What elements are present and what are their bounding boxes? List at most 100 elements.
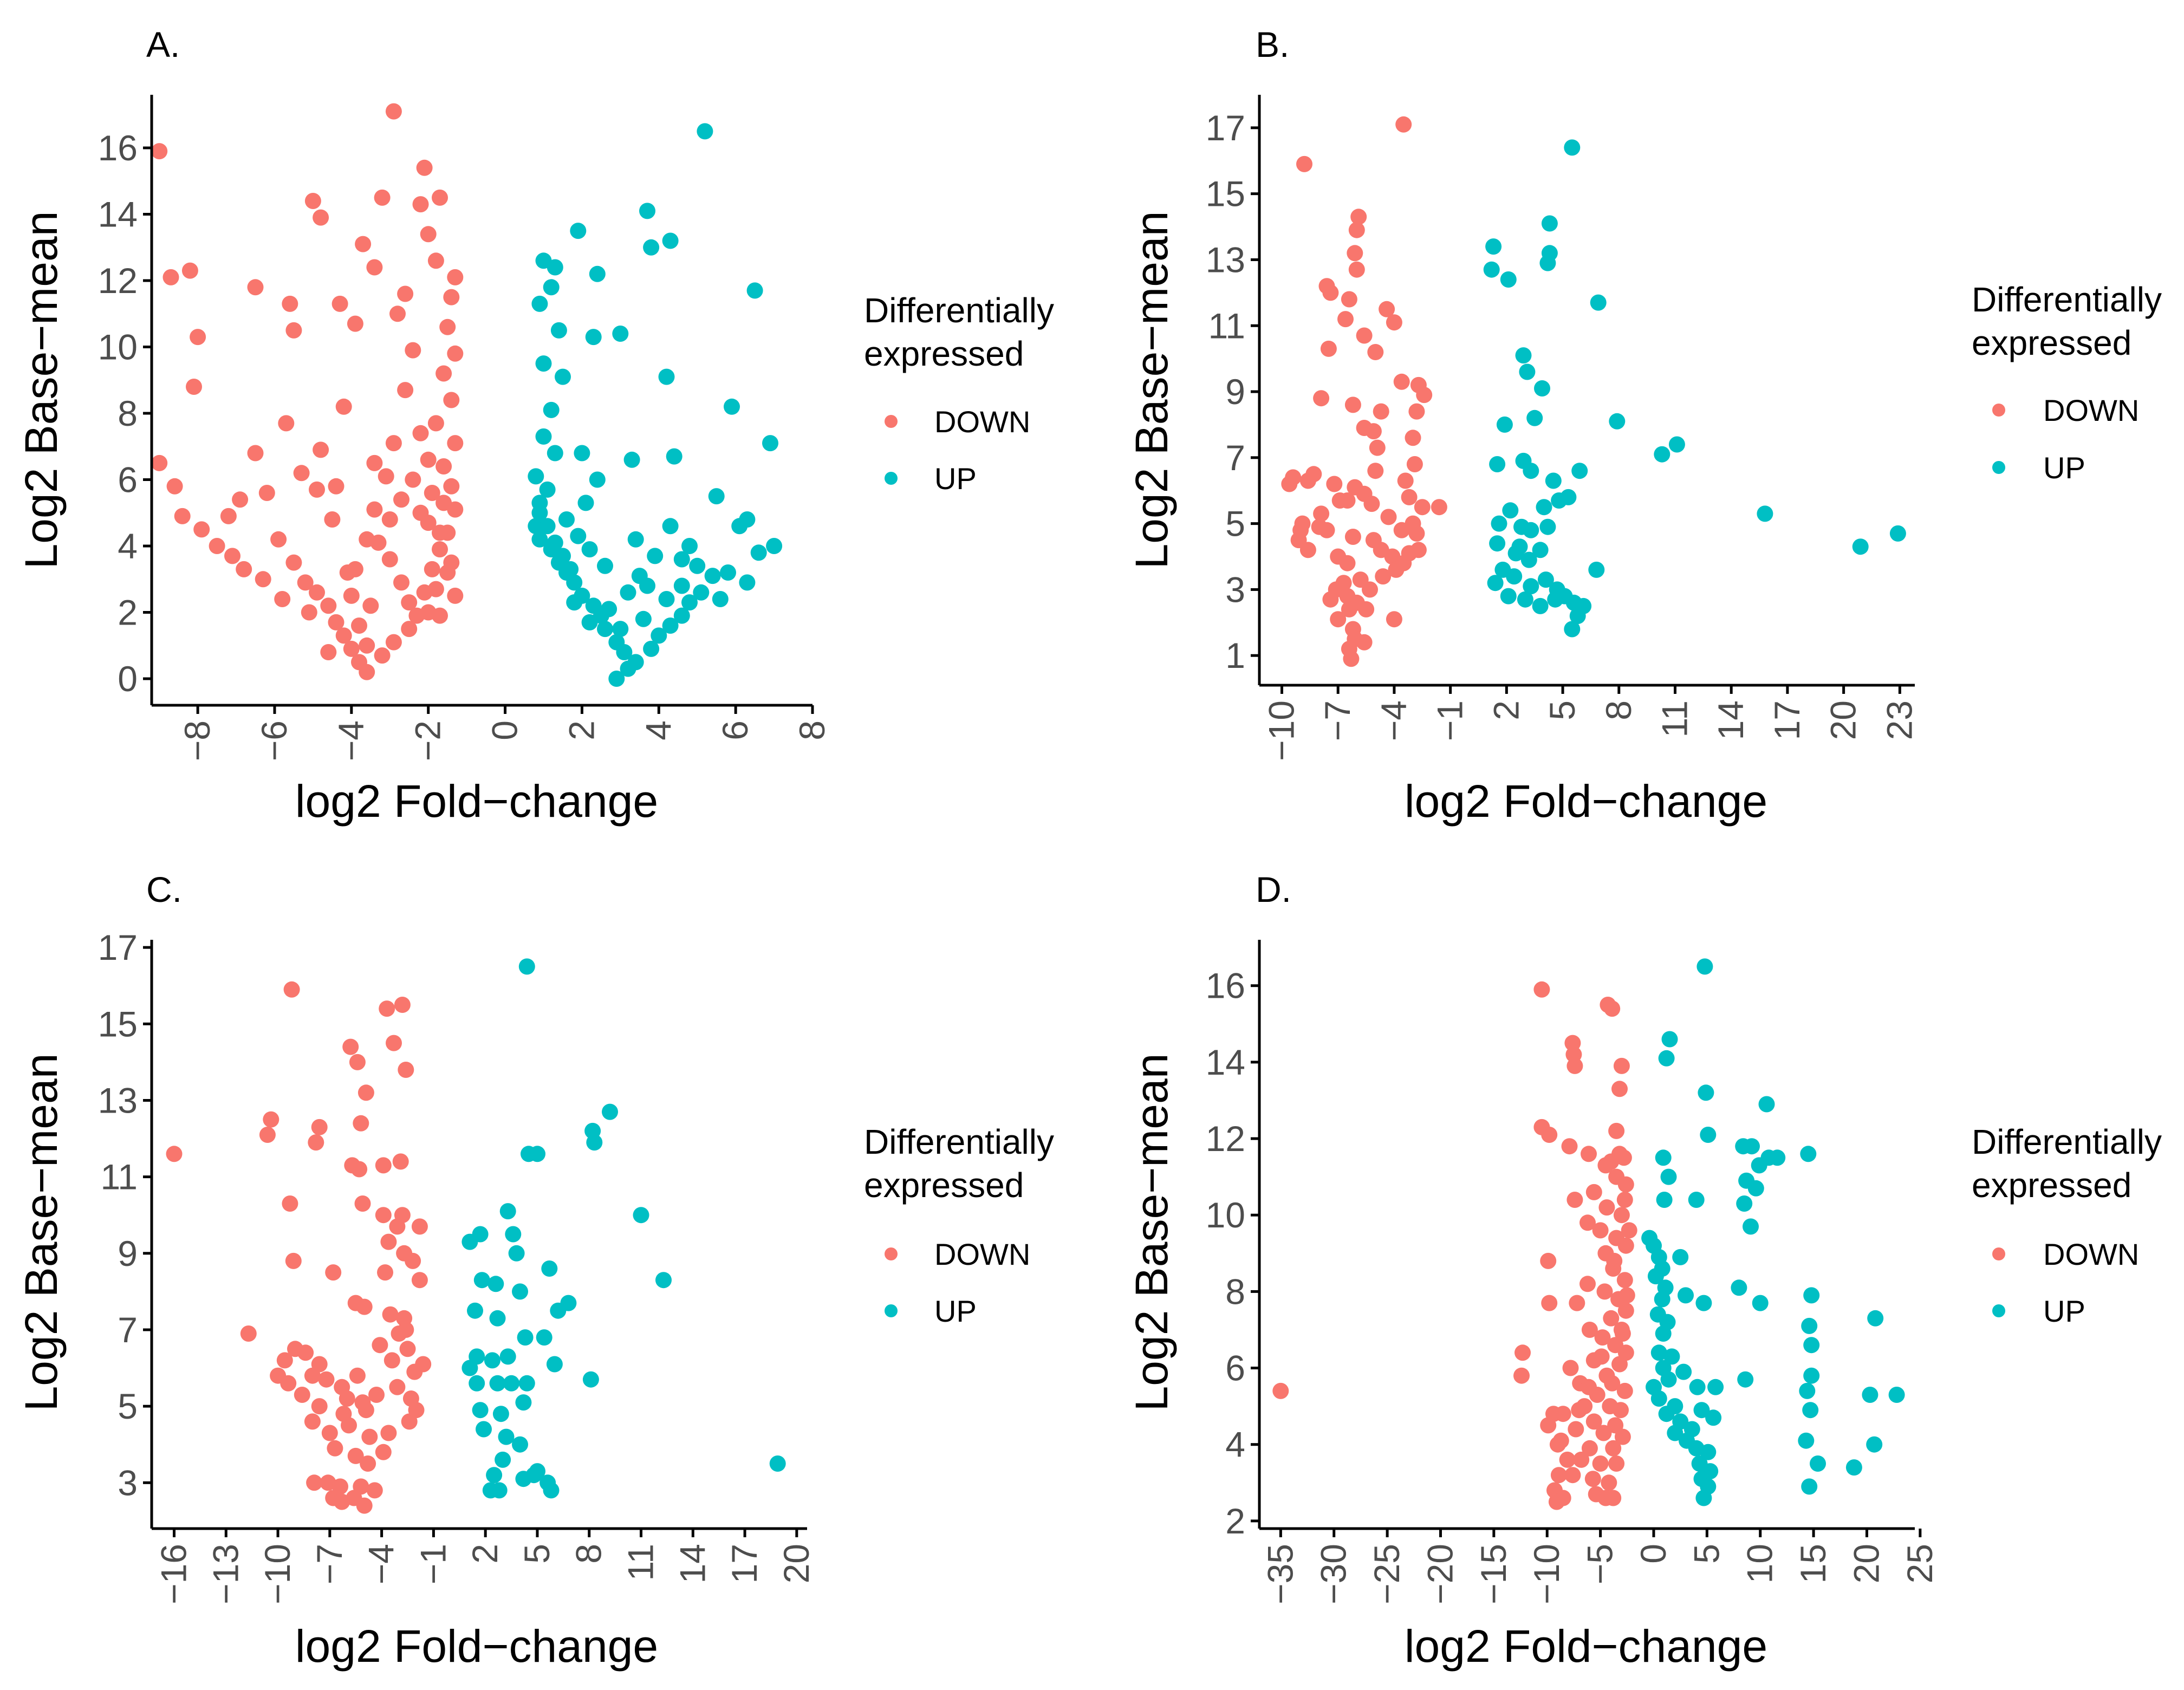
data-point-down — [308, 1134, 324, 1151]
data-point-down — [1322, 284, 1339, 301]
data-point-up — [762, 435, 778, 452]
data-point-down — [1604, 1375, 1621, 1392]
data-point-up — [508, 1245, 525, 1262]
data-point-down — [354, 1195, 371, 1212]
data-point-down — [1615, 1149, 1632, 1166]
data-point-up — [1519, 363, 1536, 380]
data-point-up — [589, 471, 606, 488]
data-point-down — [406, 1363, 423, 1380]
data-point-down — [335, 398, 352, 415]
x-tick-label: 11 — [621, 1544, 661, 1581]
data-point-down — [209, 538, 225, 554]
y-tick-label: 12 — [1206, 1119, 1245, 1159]
data-point-up — [472, 1226, 489, 1243]
data-point-down — [276, 1352, 293, 1369]
data-point-down — [1281, 476, 1298, 492]
data-point-down — [397, 285, 414, 302]
data-point-up — [589, 265, 606, 282]
y-tick-label: 12 — [98, 261, 138, 301]
data-point-up — [1655, 1149, 1672, 1166]
data-point-up — [1802, 1402, 1819, 1419]
x-tick-label: 2 — [561, 720, 601, 740]
data-point-up — [651, 627, 667, 644]
data-point-down — [1337, 311, 1354, 328]
data-point-down — [359, 637, 375, 654]
data-point-down — [432, 189, 448, 206]
data-point-up — [1569, 608, 1586, 625]
data-point-up — [681, 538, 698, 554]
data-point-down — [1616, 1382, 1633, 1399]
x-tick-label: 14 — [672, 1544, 712, 1583]
data-point-up — [693, 584, 710, 601]
data-point-up — [581, 541, 598, 558]
x-tick-label: −4 — [1374, 700, 1414, 741]
data-point-down — [328, 478, 344, 495]
data-point-down — [1533, 981, 1550, 998]
y-tick-label: 14 — [98, 194, 138, 235]
data-point-down — [1344, 396, 1361, 413]
x-axis-title: log2 Fold−change — [295, 1621, 658, 1672]
data-point-down — [1540, 1252, 1557, 1269]
data-point-up — [1571, 463, 1588, 479]
data-point-up — [577, 495, 594, 511]
data-point-up — [566, 574, 583, 591]
y-tick-label: 16 — [1206, 966, 1245, 1006]
data-point-down — [1380, 509, 1397, 525]
data-point-up — [1803, 1367, 1820, 1384]
data-point-up — [539, 481, 556, 498]
data-point-down — [1363, 496, 1380, 512]
data-point-up — [582, 1371, 599, 1388]
data-point-up — [1800, 1146, 1817, 1162]
data-point-up — [1491, 515, 1507, 532]
legend-key-down — [1992, 1247, 2005, 1260]
data-point-down — [174, 508, 191, 524]
data-point-up — [620, 584, 636, 601]
data-point-down — [301, 604, 317, 621]
data-point-down — [162, 269, 179, 285]
data-point-down — [343, 640, 360, 657]
data-point-down — [361, 1428, 378, 1445]
data-point-up — [1810, 1455, 1826, 1472]
data-point-down — [311, 1398, 328, 1415]
data-point-down — [381, 511, 398, 528]
y-tick-label: 13 — [1206, 239, 1245, 280]
data-point-up — [1852, 538, 1869, 555]
data-point-down — [381, 551, 398, 568]
panel-b: B. Log2 Base−mean log2 Fold−change Diffe… — [1126, 24, 2162, 827]
data-point-up — [766, 538, 783, 554]
data-point-down — [1603, 1310, 1620, 1327]
data-point-down — [1344, 529, 1361, 545]
legend-label-down: DOWN — [2043, 1237, 2139, 1271]
data-point-down — [394, 997, 411, 1013]
data-point-down — [297, 574, 314, 591]
data-point-up — [750, 544, 767, 561]
data-point-down — [359, 531, 375, 548]
data-point-up — [1532, 542, 1549, 558]
data-point-down — [1296, 155, 1312, 172]
data-point-up — [512, 1436, 528, 1453]
legend-key-down — [885, 1247, 898, 1260]
y-axis-title: Log2 Base−mean — [1126, 1054, 1177, 1412]
data-point-down — [1548, 1493, 1565, 1510]
x-tick-label: 10 — [1740, 1544, 1780, 1583]
data-point-up — [515, 1394, 532, 1411]
data-point-down — [392, 1153, 409, 1170]
data-point-down — [186, 379, 202, 395]
data-point-down — [349, 1367, 366, 1384]
data-point-down — [320, 597, 337, 614]
data-point-up — [495, 1451, 511, 1468]
data-point-up — [616, 644, 633, 660]
data-point-up — [536, 1329, 552, 1346]
data-point-down — [1613, 1207, 1630, 1224]
data-point-down — [1386, 611, 1402, 628]
data-point-up — [1545, 472, 1562, 489]
data-point-down — [313, 441, 329, 458]
data-point-down — [1585, 1413, 1602, 1430]
data-point-up — [1483, 261, 1500, 278]
data-point-up — [476, 1421, 492, 1438]
data-point-up — [547, 445, 563, 461]
data-point-up — [1502, 502, 1519, 519]
data-point-up — [655, 1272, 672, 1289]
legend-label-down: DOWN — [934, 1237, 1030, 1271]
data-point-down — [1592, 1222, 1609, 1239]
